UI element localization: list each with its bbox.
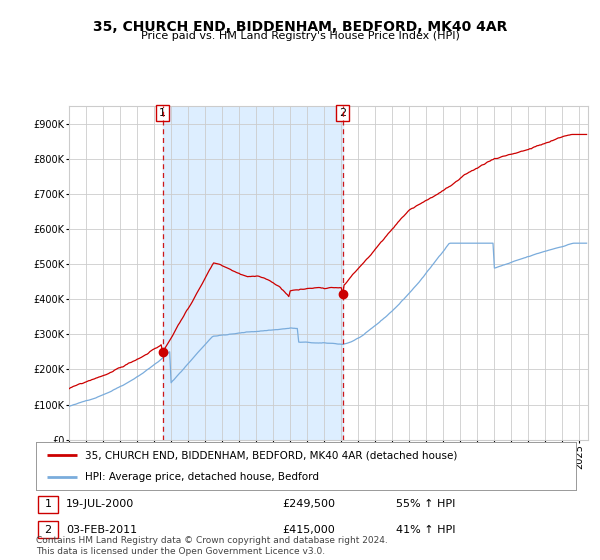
Text: 35, CHURCH END, BIDDENHAM, BEDFORD, MK40 4AR (detached house): 35, CHURCH END, BIDDENHAM, BEDFORD, MK40… — [85, 450, 457, 460]
Text: Contains HM Land Registry data © Crown copyright and database right 2024.
This d: Contains HM Land Registry data © Crown c… — [36, 536, 388, 556]
Text: 1: 1 — [44, 500, 52, 510]
Text: £415,000: £415,000 — [282, 525, 335, 535]
Text: 03-FEB-2011: 03-FEB-2011 — [66, 525, 137, 535]
Text: 2: 2 — [339, 108, 346, 118]
Text: 55% ↑ HPI: 55% ↑ HPI — [396, 500, 455, 510]
Text: HPI: Average price, detached house, Bedford: HPI: Average price, detached house, Bedf… — [85, 472, 319, 482]
Bar — [163, 106, 343, 440]
Text: 41% ↑ HPI: 41% ↑ HPI — [396, 525, 455, 535]
Text: 19-JUL-2000: 19-JUL-2000 — [66, 500, 134, 510]
Text: £249,500: £249,500 — [282, 500, 335, 510]
Text: 35, CHURCH END, BIDDENHAM, BEDFORD, MK40 4AR: 35, CHURCH END, BIDDENHAM, BEDFORD, MK40… — [93, 20, 507, 34]
Text: 2: 2 — [44, 525, 52, 535]
Text: Price paid vs. HM Land Registry's House Price Index (HPI): Price paid vs. HM Land Registry's House … — [140, 31, 460, 41]
Text: 1: 1 — [159, 108, 166, 118]
